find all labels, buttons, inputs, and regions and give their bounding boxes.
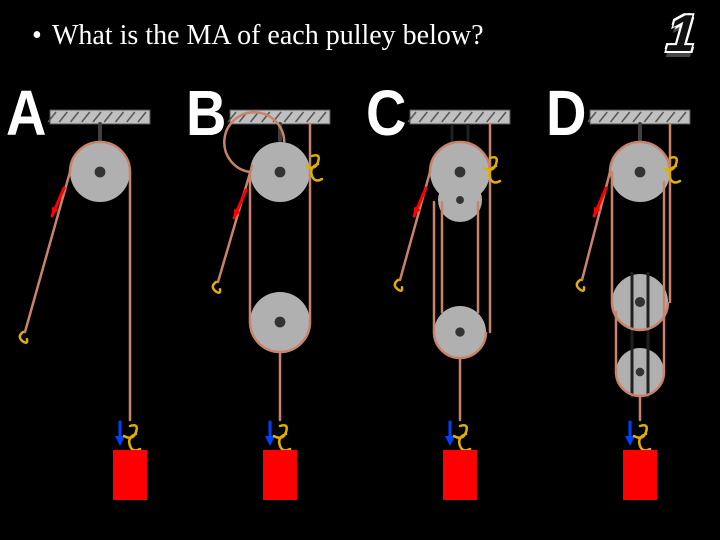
question-text: What is the MA of each pulley below? [52, 20, 484, 51]
slide: • What is the MA of each pulley below? 1… [0, 0, 720, 540]
panel-c: C [360, 80, 540, 520]
panel-a: A [0, 80, 180, 520]
bullet: • [32, 20, 42, 52]
panel-label-b: B [186, 75, 224, 150]
panel-d: D [540, 80, 720, 520]
slide-number: 1 [664, 4, 698, 64]
panel-label-c: C [366, 75, 404, 150]
panel-b: B [180, 80, 360, 520]
panel-label-d: D [546, 75, 584, 150]
question-row: • What is the MA of each pulley below? [52, 20, 484, 52]
panel-label-a: A [6, 75, 44, 150]
